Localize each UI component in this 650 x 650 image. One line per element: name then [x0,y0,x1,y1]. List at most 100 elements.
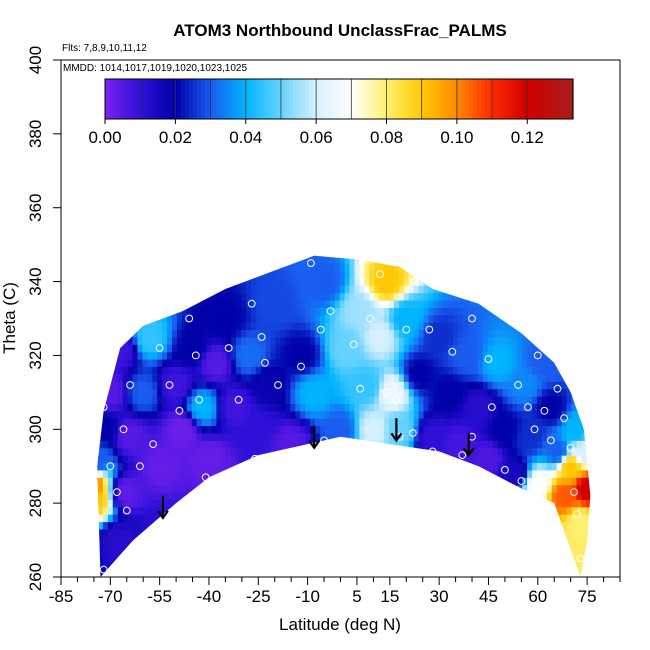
heatmap-cell [329,492,336,500]
heatmap-cell [349,447,355,456]
heatmap-cell [88,411,93,419]
heatmap-cell [344,322,351,331]
heatmap-cell [379,277,385,286]
heatmap-cell [290,403,296,412]
heatmap-cell [581,425,587,434]
heatmap-cell [536,255,543,264]
heatmap-cell [561,469,568,478]
heatmap-cell [586,292,591,301]
heatmap-cell [428,499,434,508]
heatmap-cell [245,558,252,567]
heatmap-cell [423,336,429,345]
heatmap-cell [142,514,148,523]
heatmap-cell [438,492,444,500]
heatmap-cell [502,255,508,264]
heatmap-cell [379,528,385,537]
heatmap-cell [398,492,405,500]
heatmap-cell [458,462,464,471]
heatmap-cell [186,506,193,515]
heatmap-cell [433,492,439,500]
heatmap-cell [369,455,375,464]
heatmap-cell [107,425,114,434]
heatmap-cell [423,528,429,537]
heatmap-cell [487,381,494,390]
heatmap-cell [186,499,193,508]
heatmap-cell [467,484,474,493]
heatmap-cell [191,477,198,486]
heatmap-cell [393,469,400,478]
heatmap-cell [462,322,469,331]
heatmap-cell [132,410,138,419]
heatmap-cell [374,565,380,574]
heatmap-cell [591,470,596,478]
heatmap-cell [364,521,370,530]
heatmap-cell [107,418,114,427]
heatmap-cell [384,462,390,471]
heatmap-cell [453,255,459,264]
heatmap-cell [393,255,400,257]
heatmap-cell [127,403,134,412]
heatmap-cell [216,565,222,574]
heatmap-cell [576,336,582,345]
colorbar-cell [165,79,170,119]
heatmap-cell [527,255,533,257]
sample-point [224,344,233,352]
heatmap-cell [462,329,469,338]
heatmap-cell [270,381,277,390]
heatmap-cell [384,381,390,390]
heatmap-cell [487,388,494,397]
heatmap-cell [536,521,543,530]
heatmap-cell [255,558,262,567]
heatmap-cell [334,447,341,456]
heatmap-cell [305,381,311,390]
sample-point [201,473,210,482]
heatmap-cell [403,351,410,360]
heatmap-cell [438,536,444,545]
heatmap-cell [536,336,543,345]
heatmap-cell [556,455,563,464]
heatmap-cell [477,558,484,567]
heatmap-cell [310,381,316,390]
heatmap-cell [398,388,405,397]
heatmap-cell [186,300,193,308]
heatmap-cell [97,469,99,478]
heatmap-cell [364,403,370,412]
heatmap-cell [448,396,454,404]
heatmap-cell [458,536,464,545]
heatmap-cell [418,528,425,537]
heatmap-cell [122,418,129,427]
heatmap-cell [162,403,168,412]
heatmap-cell [216,277,222,286]
heatmap-cell [458,373,464,382]
heatmap-cell [107,455,114,464]
heatmap-cell [522,255,528,257]
heatmap-cell [280,344,286,353]
heatmap-cell [477,388,484,397]
heatmap-cell [359,381,365,390]
heatmap-cell [492,285,499,294]
heatmap-cell [102,492,109,500]
heatmap-cell [522,425,528,434]
heatmap-cell [389,425,395,434]
heatmap-cell [586,447,591,456]
heatmap-cell [97,300,99,308]
heatmap-cell [433,322,439,331]
heatmap-cell [467,418,474,427]
heatmap-cell [319,447,326,456]
heatmap-cell [137,381,143,390]
heatmap-cell [236,543,242,552]
heatmap-cell [88,485,93,493]
heatmap-cell [181,462,188,471]
heatmap-cell [152,277,158,286]
heatmap-cell [260,528,267,537]
heatmap-cell [137,499,143,508]
heatmap-cell [310,270,316,279]
heatmap-cell [591,270,596,278]
heatmap-cell [428,484,434,493]
heatmap-cell [556,336,563,345]
heatmap-cell [236,336,242,345]
heatmap-cell [260,336,267,345]
heatmap-cell [181,484,188,493]
heatmap-cell [176,506,183,515]
colorbar-cell [121,79,126,119]
